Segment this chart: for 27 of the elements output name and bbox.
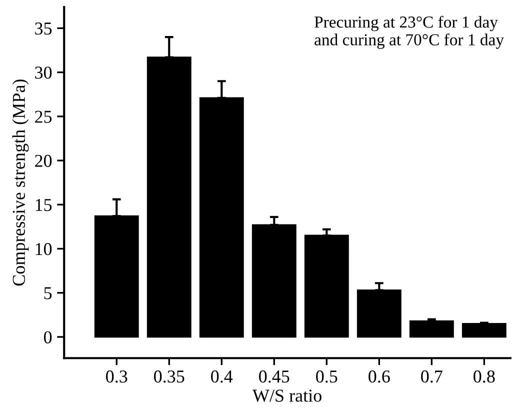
bar (199, 97, 244, 338)
bar (94, 215, 139, 338)
bar (304, 234, 349, 338)
bar (356, 289, 402, 338)
x-tick-label: 0.6 (368, 370, 390, 383)
x-tick-label: 0.45 (259, 370, 290, 383)
y-tick-label: 10 (36, 242, 52, 256)
x-tick-label: 0.3 (106, 370, 128, 383)
y-tick-label: 20 (35, 154, 52, 167)
bar (409, 320, 454, 338)
bar (146, 56, 192, 338)
x-tick-label: 0.7 (421, 370, 442, 383)
bar (462, 323, 506, 338)
y-tick-label: 15 (36, 198, 52, 212)
y-tick-label: 0 (44, 331, 52, 344)
x-tick-label: 0.5 (316, 370, 338, 383)
x-tick-label: 0.4 (211, 370, 233, 383)
y-tick-label: 30 (35, 66, 52, 79)
y-axis-title: Compressive strength (MPa) (12, 80, 29, 286)
y-tick-label: 25 (35, 110, 52, 123)
x-tick-label: 0.8 (474, 370, 495, 383)
x-tick-label: 0.35 (154, 370, 184, 383)
y-tick-label: 35 (35, 22, 52, 35)
bar (252, 224, 296, 338)
annotation: Precuring at 23°C for 1 day and curing at 70°C for 1 day (314, 16, 504, 49)
y-tick-label: 5 (44, 287, 52, 300)
x-axis-title: W/S ratio (252, 390, 322, 402)
